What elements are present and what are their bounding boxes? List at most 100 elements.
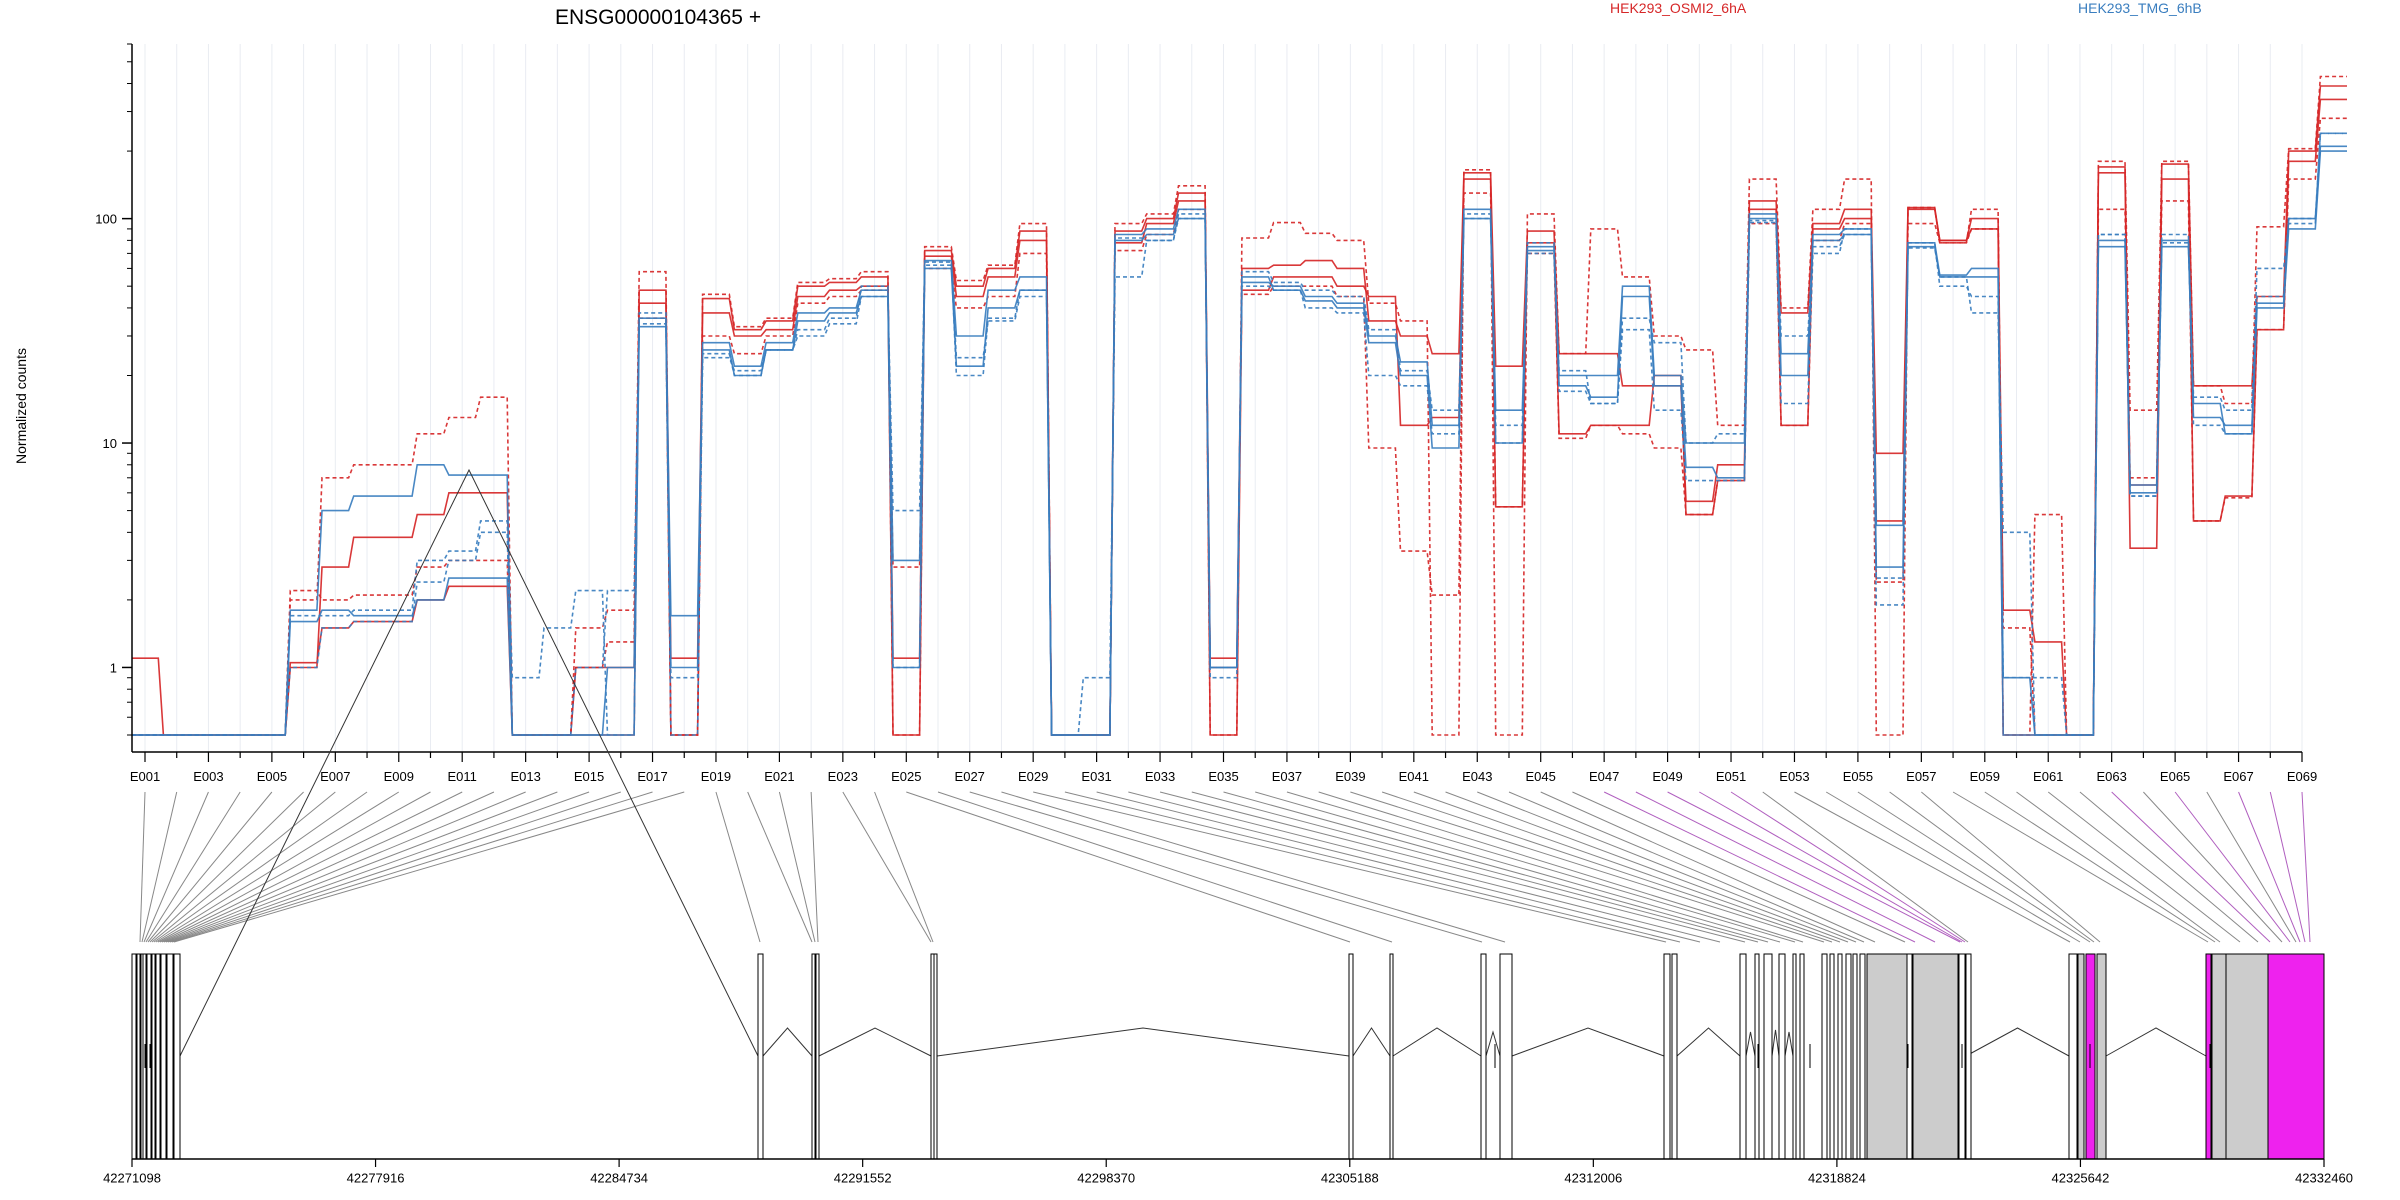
exon-connector [141, 791, 178, 943]
exon-block [2068, 953, 2078, 1160]
y-axis: 1 10 100 [95, 43, 133, 752]
intron-line [1784, 1031, 1794, 1057]
exon-connector [1286, 791, 1796, 943]
exon-connector [1667, 791, 1961, 943]
exon-tick-label: E025 [891, 769, 921, 784]
genomic-tick-label: 42318824 [1808, 1171, 1866, 1186]
exon-tick-label: E063 [2096, 769, 2126, 784]
exon-connector [2174, 791, 2291, 943]
exon-connector [1984, 791, 2216, 943]
exon-tick-label: E049 [1652, 769, 1682, 784]
exon-tick-label: E067 [2223, 769, 2253, 784]
intron-line [1352, 1027, 1391, 1057]
y-tick-label: 100 [95, 212, 117, 227]
series-tmg-rep4 [131, 132, 2347, 736]
genomic-tick-label: 42284734 [590, 1171, 648, 1186]
exon-connector [149, 791, 304, 943]
intron-line [818, 1027, 932, 1057]
exon-connector [2301, 791, 2311, 943]
genomic-tick-label: 42305188 [1321, 1171, 1379, 1186]
exon-connector [169, 791, 621, 943]
exon-connector [167, 791, 590, 943]
exon-connector [143, 791, 209, 943]
exon-axis: E001 E003 E005 E007 E009 E011 E013 E015 E017 E019… [130, 751, 2317, 784]
exon-block [155, 953, 161, 1160]
intron-line [179, 468, 759, 1057]
exon-block [131, 953, 137, 1160]
exon-connector [906, 791, 1351, 943]
exon-connector [1223, 791, 1769, 943]
exon-connector [1952, 791, 2209, 943]
exon-block [160, 953, 167, 1160]
genomic-tick-label: 42332460 [2295, 1171, 2353, 1186]
exon-block [1965, 953, 1972, 1160]
exon-connector [2079, 791, 2259, 943]
exon-block [1837, 953, 1843, 1160]
intron-line [1745, 1031, 1756, 1057]
series-line [131, 85, 2347, 736]
exon-connector [171, 791, 653, 943]
exon-block [1792, 953, 1797, 1160]
exon-connector [153, 791, 368, 943]
exon-tick-label: E033 [1145, 769, 1175, 784]
exon-block [1763, 953, 1773, 1160]
exon-connector [1128, 791, 1721, 943]
exon-connector [155, 791, 400, 943]
exon-connector [2206, 791, 2297, 943]
exon-connector [747, 791, 813, 943]
exon-tick-label: E069 [2287, 769, 2317, 784]
genomic-tick-label: 42325642 [2052, 1171, 2110, 1186]
exon-tick-label: E017 [637, 769, 667, 784]
exon-tick-label: E059 [1970, 769, 2000, 784]
series-osmi2-rep2 [131, 85, 2347, 736]
intron-line [1511, 1027, 1665, 1057]
exon-block [757, 953, 764, 1160]
exon-connector [1730, 791, 1966, 943]
exon-connector [1413, 791, 1841, 943]
exon-tick-label: E011 [448, 769, 477, 784]
exon-connector [1794, 791, 2071, 943]
exon-tick-label: E027 [955, 769, 985, 784]
exon-connector [2016, 791, 2221, 943]
exon-connector [778, 791, 816, 943]
exon-block [1852, 953, 1858, 1160]
exon-block [1739, 953, 1747, 1160]
exon-tick-label: E007 [320, 769, 350, 784]
exon-block [1859, 953, 1866, 1160]
series-line [131, 75, 2347, 736]
exon-block [1778, 953, 1786, 1160]
exon-tick-label: E013 [510, 769, 540, 784]
exon-block [933, 953, 938, 1160]
series-osmi2-rep3 [131, 75, 2347, 736]
exon-tick-label: E043 [1462, 769, 1492, 784]
exon-connector [1572, 791, 1906, 943]
intron-line [2105, 1027, 2207, 1057]
exon-connector [2269, 791, 2306, 943]
exon-connector [1825, 791, 2081, 943]
exon-connector [157, 791, 431, 943]
exon-connector [1540, 791, 1876, 943]
exon-block [173, 953, 181, 1160]
exon-gridlines [144, 44, 2303, 752]
exon-block [1866, 953, 1908, 1160]
exon-block [1480, 953, 1487, 1160]
exon-tick-label: E035 [1208, 769, 1238, 784]
genomic-tick-label: 42271098 [103, 1171, 161, 1186]
exon-tick-label: E019 [701, 769, 731, 784]
intron-line [762, 1027, 813, 1057]
exon-connector [810, 791, 819, 943]
exon-tick-label: E037 [1272, 769, 1302, 784]
exon-block [2096, 953, 2107, 1160]
exon-connector [161, 791, 495, 943]
exon-tick-label: E053 [1779, 769, 1809, 784]
legend-entry-osmi2: HEK293_OSMI2_6hA [1610, 0, 1747, 16]
exon-connector [1921, 791, 2101, 943]
exon-tick-label: E039 [1335, 769, 1365, 784]
exon-connector [1001, 791, 1506, 943]
exon-connector [842, 791, 932, 943]
exon-block [815, 953, 820, 1160]
exon-block [1348, 953, 1354, 1160]
exon-tick-label: E031 [1081, 769, 1111, 784]
exon-connector [163, 791, 526, 943]
